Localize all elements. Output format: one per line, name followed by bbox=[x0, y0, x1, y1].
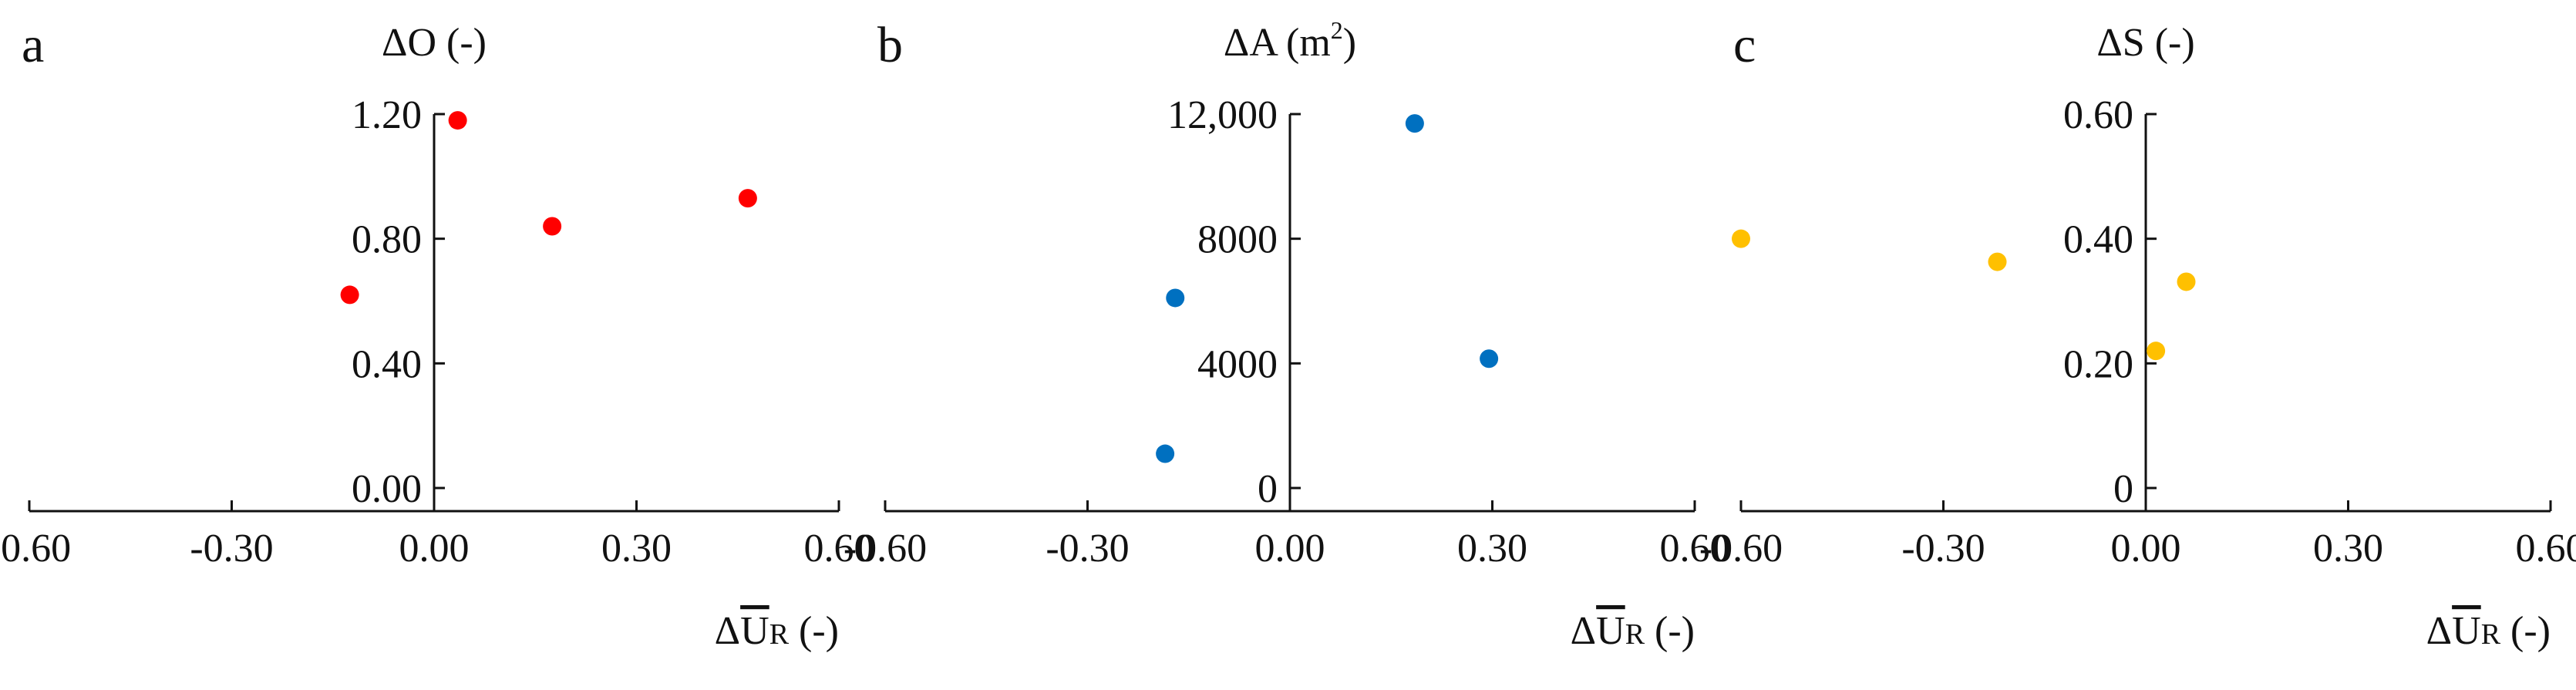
data-point bbox=[2147, 342, 2166, 361]
x-tick-label: 0.60 bbox=[1660, 527, 1730, 571]
data-point bbox=[1156, 444, 1175, 463]
y-tick-label: 0.20 bbox=[2063, 342, 2133, 386]
x-tick-label: -0.30 bbox=[1046, 527, 1129, 571]
x-tick-label: -0.60 bbox=[844, 527, 927, 571]
panel-a: a ΔO (-) -0.60 -0.30 0.00 0.30 0.60 0.00 0.40 0.8… bbox=[0, 17, 874, 653]
y-axis-title: ΔS (-) bbox=[2096, 21, 2194, 65]
x-tick-label: -0.60 bbox=[0, 527, 71, 571]
y-axis-title: ΔO (-) bbox=[382, 21, 487, 65]
panel-c: c ΔS (-) -0.60 -0.30 0.00 0.30 0.60 0 0.20 0.40 0.… bbox=[1699, 17, 2576, 653]
x-axis-title: ΔUR (-) bbox=[2426, 609, 2551, 653]
x-tick-label: 0.30 bbox=[601, 527, 672, 571]
panel-letter: a bbox=[22, 17, 44, 73]
y-tick-label: 0.00 bbox=[352, 467, 422, 511]
y-tick-label: 12,000 bbox=[1167, 93, 1278, 137]
y-tick-label: 0 bbox=[2113, 467, 2133, 511]
y-tick-label: 0.80 bbox=[352, 218, 422, 262]
y-tick-label: 1.20 bbox=[352, 93, 422, 137]
x-tick-label: 0.60 bbox=[2516, 527, 2576, 571]
y-tick-label: 0.40 bbox=[2063, 218, 2133, 262]
data-point bbox=[1732, 229, 1750, 248]
x-axis-title: ΔUR (-) bbox=[715, 609, 839, 653]
x-tick-label: 0.00 bbox=[2111, 527, 2181, 571]
x-tick-label: -0.30 bbox=[1901, 527, 1985, 571]
panel-letter: b bbox=[877, 17, 903, 73]
y-tick-label: 8000 bbox=[1197, 218, 1278, 262]
data-point bbox=[1166, 288, 1185, 308]
x-axis-title: ΔUR (-) bbox=[1571, 609, 1695, 653]
data-point bbox=[1405, 114, 1424, 133]
y-tick-label: 0.60 bbox=[2063, 93, 2133, 137]
y-tick-label: 4000 bbox=[1197, 342, 1278, 386]
data-point bbox=[448, 111, 467, 130]
data-point bbox=[738, 189, 757, 208]
x-tick-label: 0.00 bbox=[399, 527, 470, 571]
data-point bbox=[2177, 272, 2196, 291]
x-tick-label: 0.60 bbox=[804, 527, 874, 571]
y-tick-label: 0 bbox=[1258, 467, 1278, 511]
data-point bbox=[1480, 349, 1499, 369]
panel-b: b ΔA (m2) -0.60 -0.30 0.00 0.30 0.60 0 4000 8000 1… bbox=[844, 16, 1730, 653]
x-tick-label: 0.00 bbox=[1255, 527, 1325, 571]
data-point bbox=[1988, 252, 2007, 271]
x-tick-label: -0.30 bbox=[190, 527, 273, 571]
panel-letter: c bbox=[1733, 17, 1756, 73]
x-tick-label: -0.60 bbox=[1699, 527, 1783, 571]
x-tick-label: 0.30 bbox=[2313, 527, 2383, 571]
x-tick-label: 0.30 bbox=[1457, 527, 1527, 571]
data-point bbox=[543, 217, 562, 236]
data-point bbox=[340, 285, 359, 305]
y-axis-title: ΔA (m2) bbox=[1224, 16, 1356, 65]
y-tick-label: 0.40 bbox=[352, 342, 422, 386]
